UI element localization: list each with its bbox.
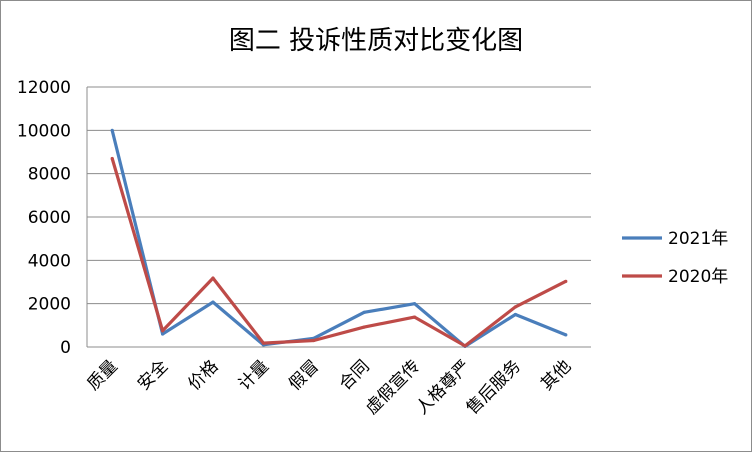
data-point bbox=[261, 341, 265, 345]
data-point bbox=[362, 310, 366, 314]
data-point bbox=[312, 338, 316, 343]
data-point bbox=[413, 315, 417, 319]
data-point bbox=[362, 325, 366, 329]
x-category-label: 人格尊严 bbox=[412, 356, 474, 418]
x-category-label: 计量 bbox=[235, 356, 273, 394]
axes bbox=[86, 87, 591, 348]
data-point bbox=[513, 305, 518, 309]
x-category-label: 安全 bbox=[134, 356, 172, 394]
x-category-label: 价格 bbox=[184, 356, 222, 394]
x-category-label: 假冒 bbox=[285, 356, 323, 394]
gridlines bbox=[87, 86, 591, 305]
x-category-label: 售后服务 bbox=[463, 356, 525, 418]
data-point bbox=[110, 156, 114, 161]
y-tick-label: 2000 bbox=[28, 295, 71, 315]
data-point bbox=[564, 333, 568, 337]
legend-label-0: 2021年 bbox=[668, 229, 728, 249]
data-point bbox=[211, 300, 215, 304]
data-point bbox=[463, 344, 467, 348]
data-point bbox=[110, 128, 114, 132]
x-category-label: 其他 bbox=[537, 356, 575, 394]
series-line-0 bbox=[110, 129, 567, 348]
series-line-1 bbox=[110, 158, 567, 348]
y-tick-label: 6000 bbox=[28, 208, 71, 228]
y-tick-label: 12000 bbox=[17, 78, 71, 98]
data-point bbox=[413, 302, 417, 306]
data-point bbox=[211, 276, 215, 280]
y-tick-label: 8000 bbox=[28, 165, 71, 185]
y-axis-tick-labels: 0 2000 4000 6000 8000 10000 12000 bbox=[17, 78, 71, 358]
x-category-label: 合同 bbox=[336, 356, 374, 394]
x-category-label: 质量 bbox=[84, 356, 122, 394]
legend: 2021年 2020年 bbox=[622, 229, 728, 287]
y-tick-label: 4000 bbox=[28, 251, 71, 271]
y-tick-label: 10000 bbox=[17, 121, 71, 141]
data-point bbox=[161, 332, 165, 336]
x-category-label: 虚假宣传 bbox=[362, 356, 424, 418]
y-tick-label: 0 bbox=[60, 338, 71, 358]
data-point bbox=[513, 312, 518, 317]
data-point bbox=[161, 329, 165, 333]
legend-label-1: 2020年 bbox=[668, 267, 728, 287]
series-lines bbox=[110, 128, 568, 348]
chart-title: 图二 投诉性质对比变化图 bbox=[229, 26, 523, 56]
data-point bbox=[564, 279, 568, 283]
